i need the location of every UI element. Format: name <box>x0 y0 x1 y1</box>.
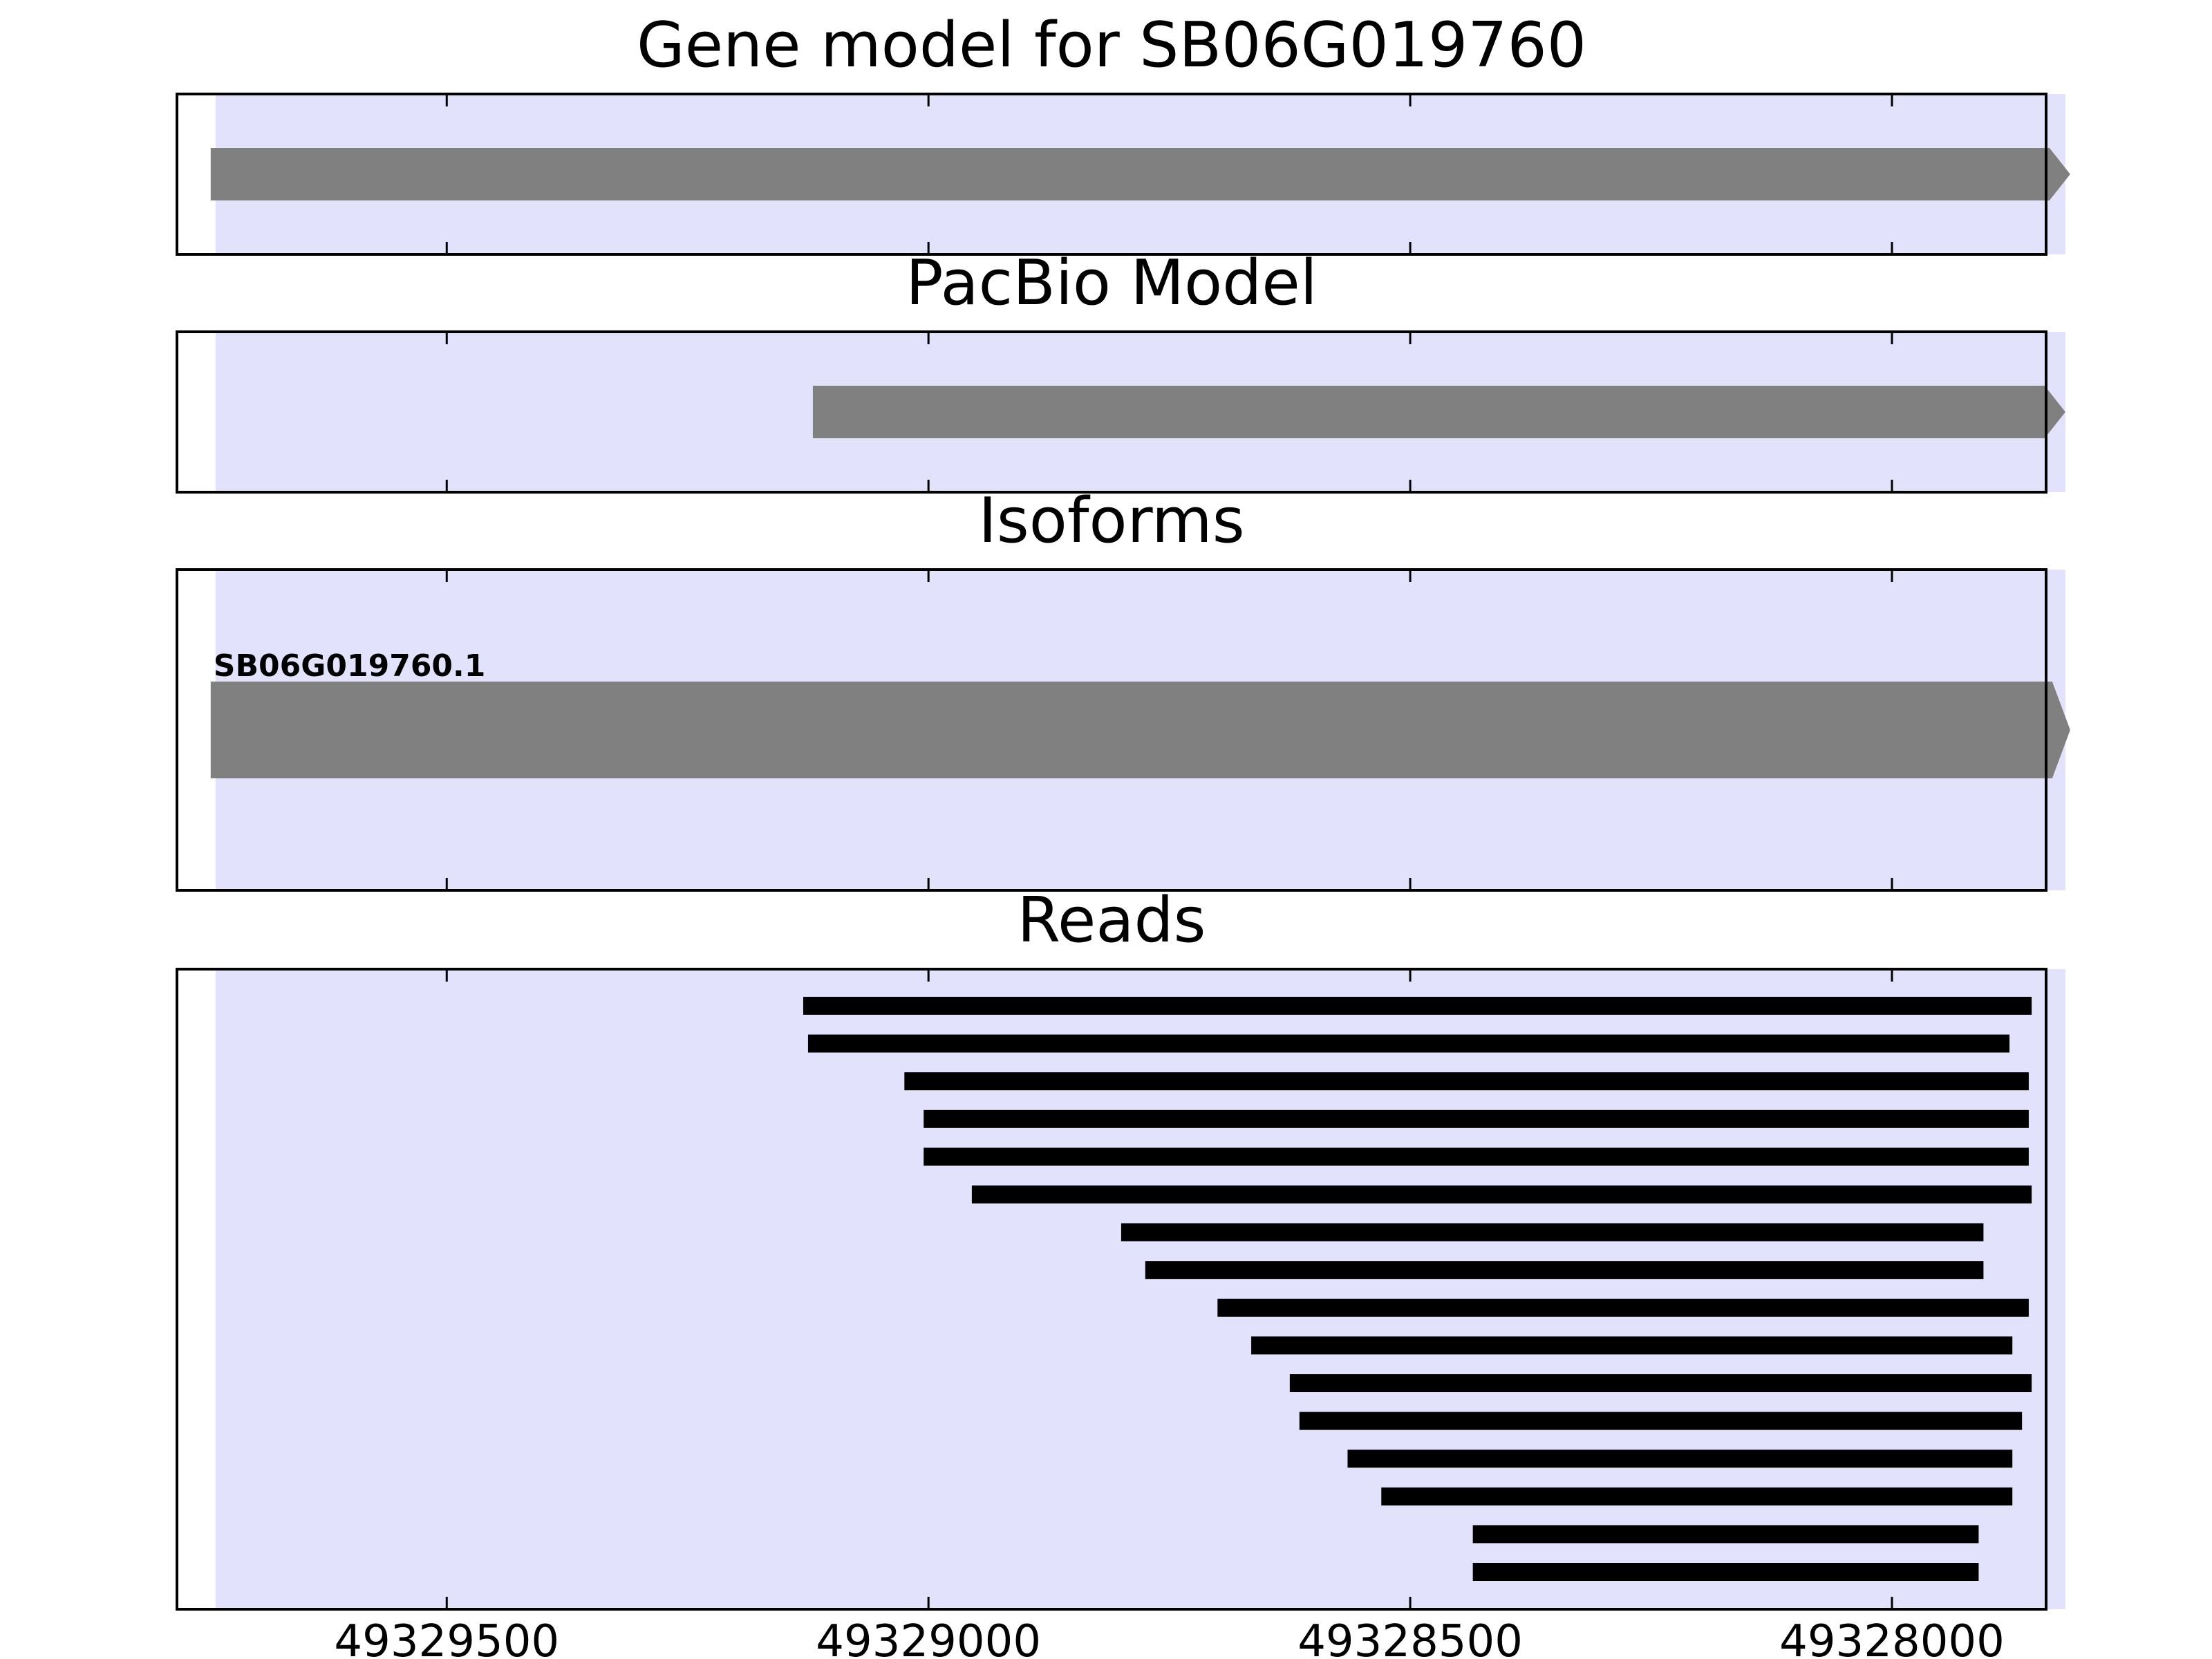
read-bar <box>803 997 2032 1015</box>
read-bar <box>904 1072 2029 1091</box>
feature-arrow <box>210 682 2070 778</box>
panel-1: PacBio Model <box>176 247 2065 494</box>
read-bar <box>1347 1450 2013 1468</box>
panel-3: Reads <box>176 884 2065 1611</box>
read-bar <box>1121 1223 1984 1241</box>
feature-arrow <box>210 148 2070 200</box>
panel-title: Gene model for SB06G019760 <box>637 9 1586 82</box>
x-tick-label: 49329000 <box>816 1616 1041 1659</box>
isoform-label: SB06G019760.1 <box>214 648 486 684</box>
read-bar <box>1145 1261 1984 1280</box>
read-bar <box>1289 1374 2032 1392</box>
read-bar <box>1472 1525 1979 1544</box>
panel-frame <box>176 568 2047 892</box>
read-bar <box>1251 1336 2013 1355</box>
read-bar <box>924 1147 2029 1166</box>
read-bar <box>1472 1563 1979 1581</box>
panel-frame <box>176 93 2047 256</box>
read-bar <box>1299 1412 2023 1430</box>
feature-arrow <box>812 386 2065 438</box>
panel-2: SB06G019760.1 Isoforms <box>176 485 2070 892</box>
panel-title: PacBio Model <box>906 247 1318 319</box>
x-tick-label: 49328000 <box>1779 1616 2005 1659</box>
panel-0: Gene model for SB06G019760 <box>176 9 2070 256</box>
read-bar <box>1217 1298 2029 1317</box>
panel-frame <box>176 330 2047 494</box>
panel-title: Reads <box>1017 884 1206 957</box>
x-tick-label: 49329500 <box>334 1616 559 1659</box>
panel-title: Isoforms <box>978 485 1244 557</box>
read-bar <box>971 1185 2032 1203</box>
panel-frame <box>176 968 2047 1611</box>
read-bar <box>924 1109 2029 1128</box>
x-tick-label: 49328500 <box>1297 1616 1523 1659</box>
read-bar <box>807 1034 2010 1053</box>
read-bar <box>1381 1487 2013 1506</box>
shaded-region <box>215 969 2065 1609</box>
